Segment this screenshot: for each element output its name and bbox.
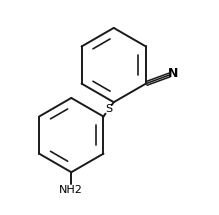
- Text: NH2: NH2: [59, 185, 83, 195]
- Text: N: N: [168, 67, 178, 80]
- Text: S: S: [105, 104, 112, 114]
